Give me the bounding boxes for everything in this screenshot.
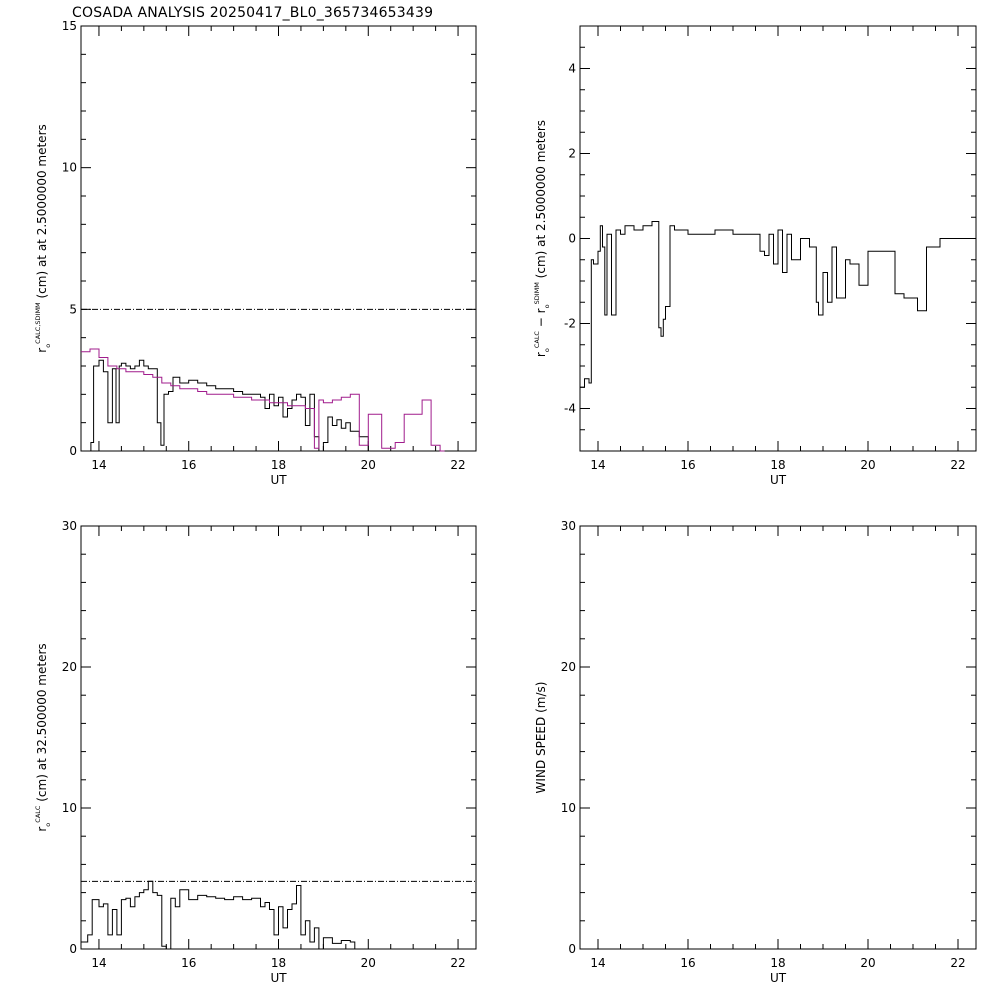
x-tick-label: 22 bbox=[950, 956, 965, 970]
y-tick-label: 0 bbox=[69, 444, 77, 458]
x-tick-label: 20 bbox=[860, 956, 875, 970]
x-tick-label: 18 bbox=[271, 956, 286, 970]
chart-top-right: 14 16 18 20 22 -4 -2 0 2 4 UT roCALC − roSDIMM (cm)… bbox=[533, 25, 977, 487]
x-axis-label: UT bbox=[770, 473, 787, 487]
y-axis-label: roCALC − roSDIMM (cm) at 2.5000000 meter… bbox=[533, 120, 551, 357]
series-line-0 bbox=[81, 359, 432, 452]
chart-bottom-right: 14 16 18 20 22 0 10 20 30 UT WIND SPEED (m/s) bbox=[534, 519, 977, 985]
page-title: COSADA ANALYSIS 20250417_BL0_36573465343… bbox=[72, 5, 433, 21]
series-line-1 bbox=[81, 348, 445, 452]
y-tick-label: -4 bbox=[564, 402, 576, 416]
x-tick-label: 20 bbox=[361, 956, 376, 970]
x-tick-label: 14 bbox=[590, 458, 605, 472]
plot-frame bbox=[80, 525, 477, 950]
chart-top-left: 14 16 18 20 22 0 5 10 15 UT roCALC,SDIMM (cm) at a… bbox=[34, 19, 477, 487]
series-line-0 bbox=[81, 880, 373, 950]
x-tick-label: 18 bbox=[770, 458, 785, 472]
y-tick-label: -2 bbox=[564, 317, 576, 331]
y-tick-label: 5 bbox=[69, 302, 77, 316]
y-tick-label: 10 bbox=[561, 801, 576, 815]
x-axis-label: UT bbox=[770, 971, 787, 985]
y-tick-label: 20 bbox=[62, 660, 77, 674]
x-tick-label: 16 bbox=[181, 956, 196, 970]
y-tick-label: 15 bbox=[62, 19, 77, 33]
y-tick-label: 0 bbox=[568, 942, 576, 956]
x-tick-label: 22 bbox=[450, 956, 465, 970]
y-tick-label: 30 bbox=[62, 519, 77, 533]
x-tick-label: 20 bbox=[860, 458, 875, 472]
y-tick-label: 20 bbox=[561, 660, 576, 674]
x-tick-label: 22 bbox=[450, 458, 465, 472]
x-tick-label: 22 bbox=[950, 458, 965, 472]
x-tick-label: 16 bbox=[181, 458, 196, 472]
y-tick-label: 30 bbox=[561, 519, 576, 533]
x-tick-label: 20 bbox=[361, 458, 376, 472]
plot-frame bbox=[80, 25, 477, 452]
series-line-0 bbox=[580, 221, 976, 388]
plot-frame bbox=[579, 525, 977, 950]
x-tick-label: 16 bbox=[680, 956, 695, 970]
y-tick-label: 2 bbox=[568, 147, 576, 161]
y-tick-label: 10 bbox=[62, 161, 77, 175]
x-tick-label: 14 bbox=[590, 956, 605, 970]
x-tick-label: 16 bbox=[680, 458, 695, 472]
y-axis-label: WIND SPEED (m/s) bbox=[534, 682, 548, 794]
x-axis-label: UT bbox=[270, 473, 287, 487]
y-tick-label: 4 bbox=[568, 62, 576, 76]
y-axis-label: roCALC (cm) at 32.500000 meters bbox=[34, 643, 52, 831]
x-tick-label: 14 bbox=[91, 956, 106, 970]
x-axis-label: UT bbox=[270, 971, 287, 985]
y-tick-label: 0 bbox=[568, 232, 576, 246]
y-tick-label: 0 bbox=[69, 942, 77, 956]
x-tick-label: 18 bbox=[770, 956, 785, 970]
y-tick-label: 10 bbox=[62, 801, 77, 815]
x-tick-label: 14 bbox=[91, 458, 106, 472]
chart-bottom-left: 14 16 18 20 22 0 10 20 30 UT roCALC (cm) at 32.500… bbox=[34, 519, 477, 985]
y-axis-label: roCALC,SDIMM (cm) at at 2.5000000 meters bbox=[34, 124, 52, 352]
x-tick-label: 18 bbox=[271, 458, 286, 472]
